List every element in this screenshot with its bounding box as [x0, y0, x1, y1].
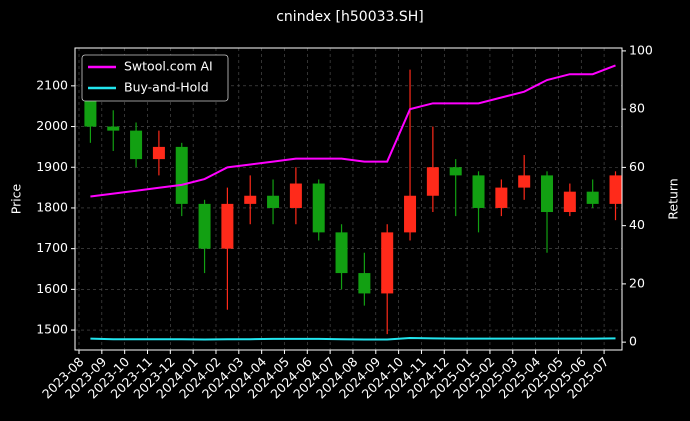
- legend-box: [81, 54, 229, 102]
- y-tick-label: 2100: [36, 77, 68, 92]
- y-tick-label: 1800: [36, 199, 68, 214]
- y2-tick-label: 0: [629, 334, 637, 349]
- candle-body: [381, 232, 394, 294]
- candle-body: [267, 195, 280, 208]
- candle-body: [107, 126, 120, 131]
- candle-body: [495, 187, 508, 208]
- y-tick-label: 1900: [36, 159, 68, 174]
- candle-body: [609, 175, 622, 204]
- candle-body: [586, 191, 599, 204]
- candle-body: [563, 191, 576, 213]
- candle-body: [289, 183, 302, 208]
- y-tick-label: 1500: [36, 322, 68, 337]
- candle-body: [198, 203, 211, 249]
- candle-body: [244, 195, 257, 204]
- y2-tick-label: 100: [629, 42, 653, 57]
- candle-body: [335, 232, 348, 274]
- candle-body: [175, 146, 188, 204]
- series-line: [90, 64, 616, 198]
- candle-body: [472, 175, 485, 208]
- y2-tick-label: 40: [629, 217, 645, 232]
- candle-body: [312, 183, 325, 233]
- y2-axis-label: Return: [666, 178, 681, 219]
- legend-label: Swtool.com AI: [124, 59, 213, 74]
- chart-title: cnindex [h50033.SH]: [276, 9, 424, 25]
- y2-tick-label: 60: [629, 159, 645, 174]
- plot-frame: [74, 47, 623, 351]
- candle-body: [518, 175, 531, 188]
- candle-body: [358, 273, 371, 294]
- candle-body: [449, 167, 462, 176]
- candle-body: [426, 167, 439, 196]
- y-tick-label: 2000: [36, 118, 68, 133]
- y2-tick-label: 80: [629, 101, 645, 116]
- legend-label: Buy-and-Hold: [124, 80, 209, 95]
- candle-body: [541, 175, 554, 213]
- y-axis-label: Price: [9, 183, 24, 214]
- candle-body: [152, 146, 165, 160]
- candle-body: [221, 203, 234, 249]
- series-line: [90, 337, 616, 341]
- y-tick-label: 1700: [36, 240, 68, 255]
- candle-body: [404, 195, 417, 233]
- y-tick-label: 1600: [36, 281, 68, 296]
- candle-body: [130, 130, 143, 160]
- y2-tick-label: 20: [629, 275, 645, 290]
